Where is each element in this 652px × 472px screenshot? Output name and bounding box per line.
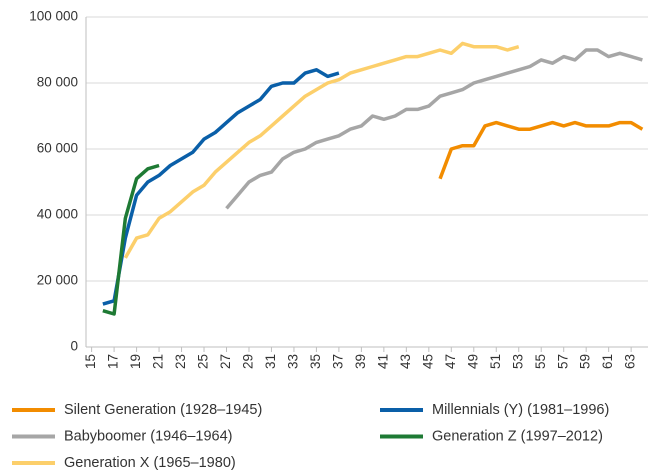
- x-tick-label: 23: [173, 354, 188, 369]
- x-tick-label: 63: [623, 354, 638, 369]
- x-tick-label: 25: [196, 354, 211, 369]
- x-tick-label: 51: [488, 354, 503, 369]
- legend-label: Generation X (1965–1980): [64, 455, 236, 471]
- y-tick-label: 100 000: [29, 9, 78, 24]
- x-tick-label: 35: [308, 354, 323, 369]
- series-line: [123, 41, 520, 259]
- x-tick-label: 29: [241, 354, 256, 369]
- x-tick-label: 37: [330, 354, 345, 369]
- x-tick-label: 41: [375, 354, 390, 369]
- x-tick-label: 59: [578, 354, 593, 369]
- x-tick-label: 53: [510, 354, 525, 369]
- x-tick-label: 47: [443, 354, 458, 369]
- x-tick-label: 27: [218, 354, 233, 369]
- x-tick-label: 15: [83, 354, 98, 369]
- x-tick-label: 31: [263, 354, 278, 369]
- x-tick-label: 21: [151, 354, 166, 369]
- series-line: [225, 48, 643, 210]
- series-line: [102, 163, 160, 316]
- series-line: [102, 68, 340, 306]
- legend-label: Generation Z (1997–2012): [432, 428, 603, 444]
- x-tick-label: 43: [398, 354, 413, 369]
- y-tick-label: 40 000: [37, 207, 78, 222]
- x-tick-label: 45: [420, 354, 435, 369]
- y-tick-label: 60 000: [37, 141, 78, 156]
- legend-label: Babyboomer (1946–1964): [64, 428, 232, 444]
- legend-label: Silent Generation (1928–1945): [64, 402, 262, 418]
- x-tick-label: 33: [286, 354, 301, 369]
- y-tick-label: 0: [70, 339, 78, 354]
- x-tick-label: 49: [465, 354, 480, 369]
- x-tick-label: 55: [533, 354, 548, 369]
- x-tick-label: 19: [128, 354, 143, 369]
- x-tick-label: 17: [106, 354, 121, 369]
- y-tick-label: 20 000: [37, 273, 78, 288]
- legend-label: Millennials (Y) (1981–1996): [432, 402, 609, 418]
- x-tick-label: 61: [600, 354, 615, 369]
- y-tick-label: 80 000: [37, 75, 78, 90]
- x-tick-label: 39: [353, 354, 368, 369]
- series-line: [438, 120, 644, 180]
- x-tick-label: 57: [555, 354, 570, 369]
